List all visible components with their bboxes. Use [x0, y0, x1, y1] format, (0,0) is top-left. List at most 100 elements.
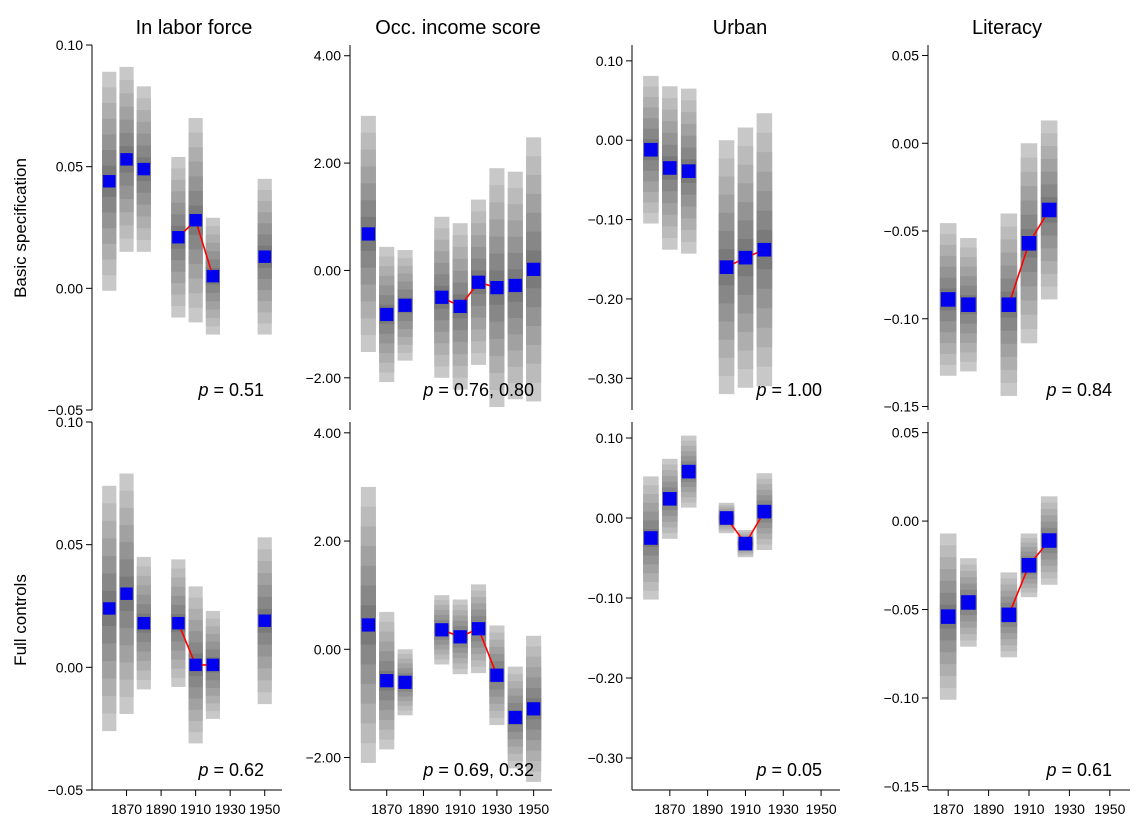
point-estimate — [435, 290, 449, 304]
y-tick-label: −2.00 — [306, 370, 342, 386]
x-tick-label: 1950 — [518, 801, 549, 817]
y-tick-label: −0.10 — [588, 212, 624, 228]
y-tick-label: 4.00 — [314, 48, 341, 64]
y-tick-label: 0.05 — [56, 159, 83, 175]
point-estimate — [508, 710, 522, 725]
y-tick-label: −0.10 — [588, 590, 624, 606]
p-value-text: = 0.51 — [213, 380, 264, 400]
y-tick-label: 2.00 — [314, 533, 341, 549]
point-estimate — [738, 250, 753, 265]
x-tick-label: 1910 — [180, 801, 211, 817]
point-estimate — [471, 622, 486, 636]
y-tick-label: 0.10 — [596, 430, 623, 446]
y-tick-label: 0.00 — [892, 135, 919, 151]
confidence-band — [171, 156, 186, 318]
point-estimate — [1041, 202, 1057, 218]
x-tick-label: 1950 — [249, 801, 280, 817]
point-estimate — [258, 614, 271, 627]
point-estimate — [757, 504, 772, 519]
point-estimate — [172, 616, 185, 630]
point-estimate — [940, 609, 956, 624]
y-tick-label: −0.10 — [884, 690, 920, 706]
y-tick-label: 0.00 — [56, 659, 83, 675]
column-title-literacy: Literacy — [972, 17, 1042, 39]
x-tick-label: 1950 — [806, 801, 837, 817]
point-estimate — [961, 297, 976, 312]
point-estimate — [453, 630, 467, 644]
p-value-text: = 0.61 — [1061, 760, 1112, 780]
p-value-annotation: p = 0.61 — [1045, 760, 1112, 780]
x-tick-label: 1930 — [215, 801, 246, 817]
point-estimate — [1021, 236, 1037, 251]
panel-2: −2.00 0.00 2.00 4.00 p = 0.76, 0.80 — [306, 45, 542, 410]
point-estimate — [380, 307, 394, 322]
p-value-annotation: p = 0.76, 0.80 — [422, 380, 534, 400]
point-estimate — [137, 616, 151, 630]
x-tick-label: 1930 — [1054, 801, 1085, 817]
x-tick-label: 1910 — [445, 801, 476, 817]
panel-1: −0.05 0.00 0.05 0.10 p = 0.51 — [48, 37, 272, 418]
y-tick-label: 0.00 — [892, 513, 919, 529]
point-estimate — [644, 531, 658, 545]
x-tick-label: 1890 — [692, 801, 723, 817]
point-estimate — [206, 658, 220, 672]
point-estimate — [361, 618, 375, 632]
x-tick-label: 1890 — [408, 801, 439, 817]
x-tick-label: 1950 — [1094, 801, 1125, 817]
panel-7: −0.30 −0.20 −0.10 0.00 0.10 1870 1890 1910 1930 1… — [588, 422, 840, 817]
point-estimate — [527, 702, 541, 716]
p-value-text: = 0.05 — [771, 760, 822, 780]
point-estimate — [137, 162, 151, 176]
point-estimate — [453, 299, 467, 314]
point-estimate — [1041, 533, 1057, 548]
y-tick-label: 0.05 — [56, 537, 83, 553]
x-tick-label: 1870 — [654, 801, 685, 817]
y-tick-label: −0.30 — [588, 750, 624, 766]
point-estimate — [361, 227, 375, 241]
panel-3: −0.30 −0.20 −0.10 0.00 0.10 p = 1.00 — [588, 45, 822, 410]
point-estimate — [719, 511, 734, 525]
point-estimate — [490, 668, 504, 682]
y-tick-label: 0.00 — [314, 641, 341, 657]
p-symbol: p — [755, 380, 771, 400]
panel-8: −0.15 −0.10 −0.05 0.00 0.05 1870 1890 1910 1930 1… — [884, 422, 1130, 817]
point-estimate — [490, 281, 504, 295]
panel-4: −0.15 −0.10 −0.05 0.00 0.05 p = 0.84 — [884, 45, 1112, 414]
point-estimate — [663, 161, 677, 175]
x-tick-label: 1870 — [111, 801, 142, 817]
column-title-urban: Urban — [713, 17, 767, 39]
y-tick-label: 2.00 — [314, 155, 341, 171]
column-title-labor: In labor force — [136, 17, 253, 39]
y-tick-label: 0.00 — [596, 510, 623, 526]
point-estimate — [120, 587, 133, 600]
point-estimate — [527, 262, 541, 276]
y-tick-label: 0.10 — [56, 414, 83, 430]
x-tick-label: 1930 — [481, 801, 512, 817]
y-tick-label: −0.05 — [884, 223, 920, 239]
point-estimate — [398, 298, 412, 312]
p-value-text: = 0.62 — [213, 760, 264, 780]
y-tick-label: −0.15 — [884, 778, 920, 794]
y-tick-label: 0.10 — [56, 37, 83, 53]
x-tick-label: 1890 — [146, 801, 177, 817]
panels-layer: −0.05 0.00 0.05 0.10 p = 0.51 −2.00 0.00 2.00 4.… — [48, 37, 1130, 817]
point-estimate — [189, 658, 202, 672]
x-tick-label: 1870 — [933, 801, 964, 817]
y-tick-label: −0.05 — [48, 402, 84, 418]
p-value-text: = 0.69, 0.32 — [438, 760, 534, 780]
point-estimate — [940, 292, 956, 307]
y-tick-label: 4.00 — [314, 425, 341, 441]
point-estimate — [681, 164, 696, 178]
p-value-text: = 0.76, 0.80 — [438, 380, 534, 400]
row-label-basic: Basic specification — [11, 158, 30, 298]
point-estimate — [380, 674, 394, 688]
p-symbol: p — [422, 760, 438, 780]
point-estimate — [120, 153, 133, 166]
y-tick-label: 0.00 — [314, 262, 341, 278]
point-estimate — [471, 275, 486, 289]
point-estimate — [103, 602, 116, 615]
point-estimate — [719, 260, 734, 274]
column-title-income: Occ. income score — [375, 17, 541, 39]
point-estimate — [1021, 558, 1037, 573]
